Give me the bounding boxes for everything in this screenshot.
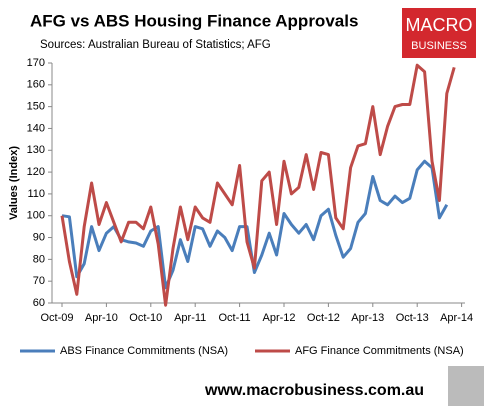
y-tick-label: 70 bbox=[33, 275, 45, 287]
chart-title: AFG vs ABS Housing Finance Approvals bbox=[30, 11, 358, 30]
x-tick-label: Oct-09 bbox=[40, 312, 73, 324]
y-tick-label: 90 bbox=[33, 231, 45, 243]
x-tick-label: Apr-12 bbox=[262, 312, 295, 324]
y-tick-label: 60 bbox=[33, 297, 45, 309]
x-tick-label: Oct-12 bbox=[307, 312, 340, 324]
y-tick-label: 140 bbox=[27, 122, 45, 134]
series-line bbox=[61, 159, 449, 290]
chart-subtitle: Sources: Australian Bureau of Statistics… bbox=[40, 39, 271, 51]
y-tick-label: 170 bbox=[27, 57, 45, 69]
footer: www.macrobusiness.com.au bbox=[204, 382, 424, 399]
x-tick-label: Apr-11 bbox=[174, 312, 206, 324]
wolf-icon bbox=[448, 366, 484, 406]
y-tick-label: 150 bbox=[27, 101, 45, 113]
x-tick-label: Oct-13 bbox=[396, 312, 429, 324]
x-tick-label: Apr-13 bbox=[351, 312, 384, 324]
logo-subtext: BUSINESS bbox=[411, 40, 467, 52]
logo-text: MACRO bbox=[406, 15, 473, 35]
y-tick-label: 100 bbox=[27, 210, 45, 222]
x-tick-label: Apr-10 bbox=[85, 312, 118, 324]
y-tick-label: 120 bbox=[27, 166, 45, 178]
x-tick-label: Oct-11 bbox=[218, 312, 250, 324]
legend-label: ABS Finance Commitments (NSA) bbox=[60, 345, 228, 357]
y-tick-label: 80 bbox=[33, 253, 45, 265]
y-tick-label: 130 bbox=[27, 144, 45, 156]
y-axis-label: Values (Index) bbox=[8, 146, 20, 220]
y-tick-label: 160 bbox=[27, 79, 45, 91]
x-tick-label: Apr-14 bbox=[440, 312, 473, 324]
legend-label: AFG Finance Commitments (NSA) bbox=[295, 345, 464, 357]
y-tick-label: 110 bbox=[27, 188, 45, 200]
logo bbox=[402, 8, 476, 58]
series-line bbox=[60, 63, 456, 307]
x-tick-label: Oct-10 bbox=[129, 312, 162, 324]
